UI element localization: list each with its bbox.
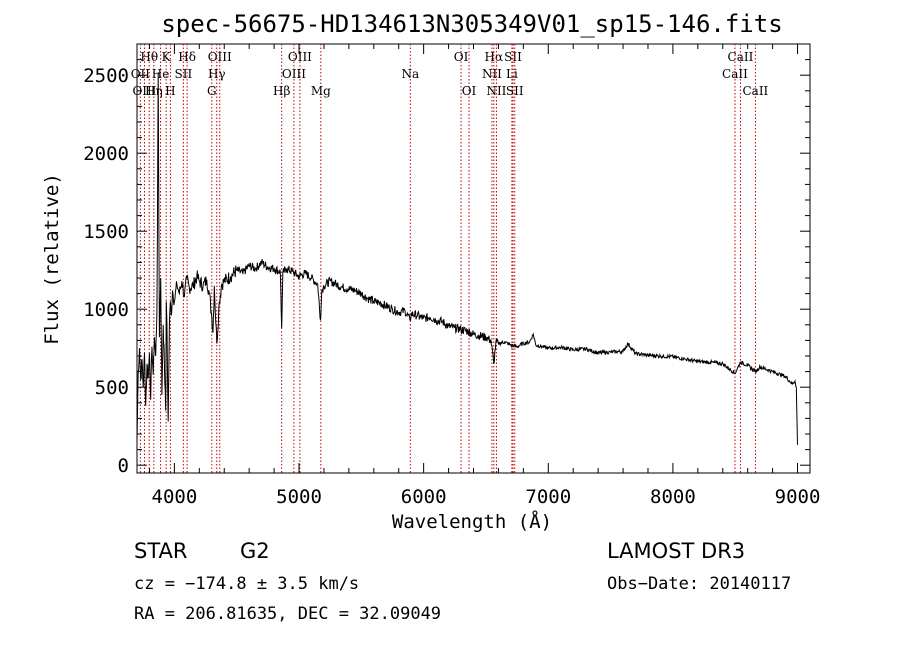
line-label-2: OIII [132, 84, 156, 98]
line-label-24: SII [506, 84, 524, 98]
line-label-4: He [152, 67, 170, 81]
line-label-27: CaII [742, 84, 768, 98]
line-label-22: Li [506, 67, 518, 81]
line-label-20: SII [504, 50, 522, 64]
line-label-16: Na [401, 67, 419, 81]
line-label-12: Hβ [273, 84, 290, 98]
object-subclass: G2 [240, 539, 270, 563]
line-label-3: Hη [145, 84, 163, 98]
x-tick-label-0: 4000 [152, 486, 198, 508]
line-label-11: G [207, 84, 217, 98]
line-label-8: Hδ [178, 50, 196, 64]
line-label-9: OIII [208, 50, 232, 64]
line-label-1: OII [131, 67, 151, 81]
line-label-18: OI [462, 84, 477, 98]
chart-title: spec-56675-HD134613N305349V01_sp15-146.f… [161, 10, 782, 38]
x-tick-label-3: 7000 [525, 486, 571, 508]
y-axis-label: Flux (relative) [41, 173, 63, 345]
coordinates: RA = 206.81635, DEC = 32.09049 [134, 604, 441, 624]
line-label-13: OIII [288, 50, 312, 64]
plot-frame [136, 43, 811, 474]
line-label-7: SII [175, 67, 193, 81]
observation-date: Obs−Date: 20140117 [607, 574, 791, 594]
line-label-21: NII [482, 67, 502, 81]
x-tick-label-2: 6000 [401, 486, 447, 508]
line-label-6: H [165, 84, 175, 98]
y-tick-label-4: 2000 [83, 143, 129, 165]
line-label-0: Hθ [140, 50, 158, 64]
object-class: STAR [134, 539, 187, 563]
y-tick-label-0: 0 [118, 455, 129, 477]
plot-border [136, 43, 811, 474]
x-tick-label-1: 5000 [276, 486, 322, 508]
x-tick-label-4: 8000 [650, 486, 696, 508]
y-tick-label-5: 2500 [83, 65, 129, 87]
line-label-15: Mg [311, 84, 331, 98]
spectrum-series [136, 72, 798, 445]
y-tick-label-3: 1500 [83, 221, 129, 243]
survey-name: LAMOST DR3 [607, 539, 745, 563]
line-label-10: Hγ [208, 67, 226, 81]
line-label-14: OIII [282, 67, 306, 81]
y-tick-label-1: 500 [95, 377, 129, 399]
line-label-26: CaII [722, 67, 748, 81]
line-label-25: CaII [728, 50, 754, 64]
line-label-17: OI [454, 50, 469, 64]
spectrum-curve [136, 72, 798, 445]
axes: 4000 5000 6000 7000 8000 9000 0 500 1000 1500 2000… [83, 44, 820, 508]
y-tick-label-2: 1000 [83, 299, 129, 321]
x-tick-label-5: 9000 [775, 486, 821, 508]
redshift-cz: cz = −174.8 ± 3.5 km/s [134, 574, 359, 594]
line-label-19: Hα [485, 50, 504, 64]
line-label-5: K [162, 50, 172, 64]
line-label-23: NII [486, 84, 506, 98]
x-axis-label: Wavelength (Å) [392, 510, 552, 533]
